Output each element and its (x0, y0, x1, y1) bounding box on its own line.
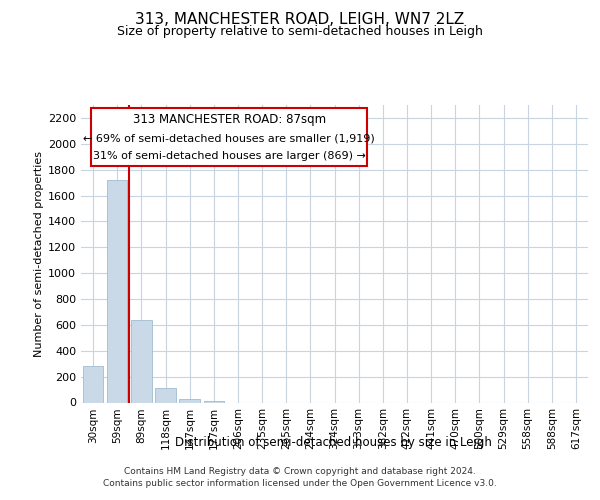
Bar (155, 388, 176, 402)
Text: Contains HM Land Registry data © Crown copyright and database right 2024.: Contains HM Land Registry data © Crown c… (124, 467, 476, 476)
Text: 313 MANCHESTER ROAD: 87sqm: 313 MANCHESTER ROAD: 87sqm (133, 113, 326, 126)
Text: Size of property relative to semi-detached houses in Leigh: Size of property relative to semi-detach… (117, 25, 483, 38)
FancyBboxPatch shape (91, 108, 367, 166)
Text: ← 69% of semi-detached houses are smaller (1,919): ← 69% of semi-detached houses are smalle… (83, 133, 375, 143)
Bar (131, 320, 152, 402)
Y-axis label: Number of semi-detached properties: Number of semi-detached properties (34, 151, 44, 357)
Text: 31% of semi-detached houses are larger (869) →: 31% of semi-detached houses are larger (… (93, 150, 366, 160)
Bar (83, 366, 103, 402)
Bar (203, 400, 224, 402)
Text: 313, MANCHESTER ROAD, LEIGH, WN7 2LZ: 313, MANCHESTER ROAD, LEIGH, WN7 2LZ (136, 12, 464, 28)
Bar (179, 400, 200, 402)
Text: Contains public sector information licensed under the Open Government Licence v3: Contains public sector information licen… (103, 478, 497, 488)
Text: Distribution of semi-detached houses by size in Leigh: Distribution of semi-detached houses by … (175, 436, 491, 449)
Bar (107, 180, 127, 402)
